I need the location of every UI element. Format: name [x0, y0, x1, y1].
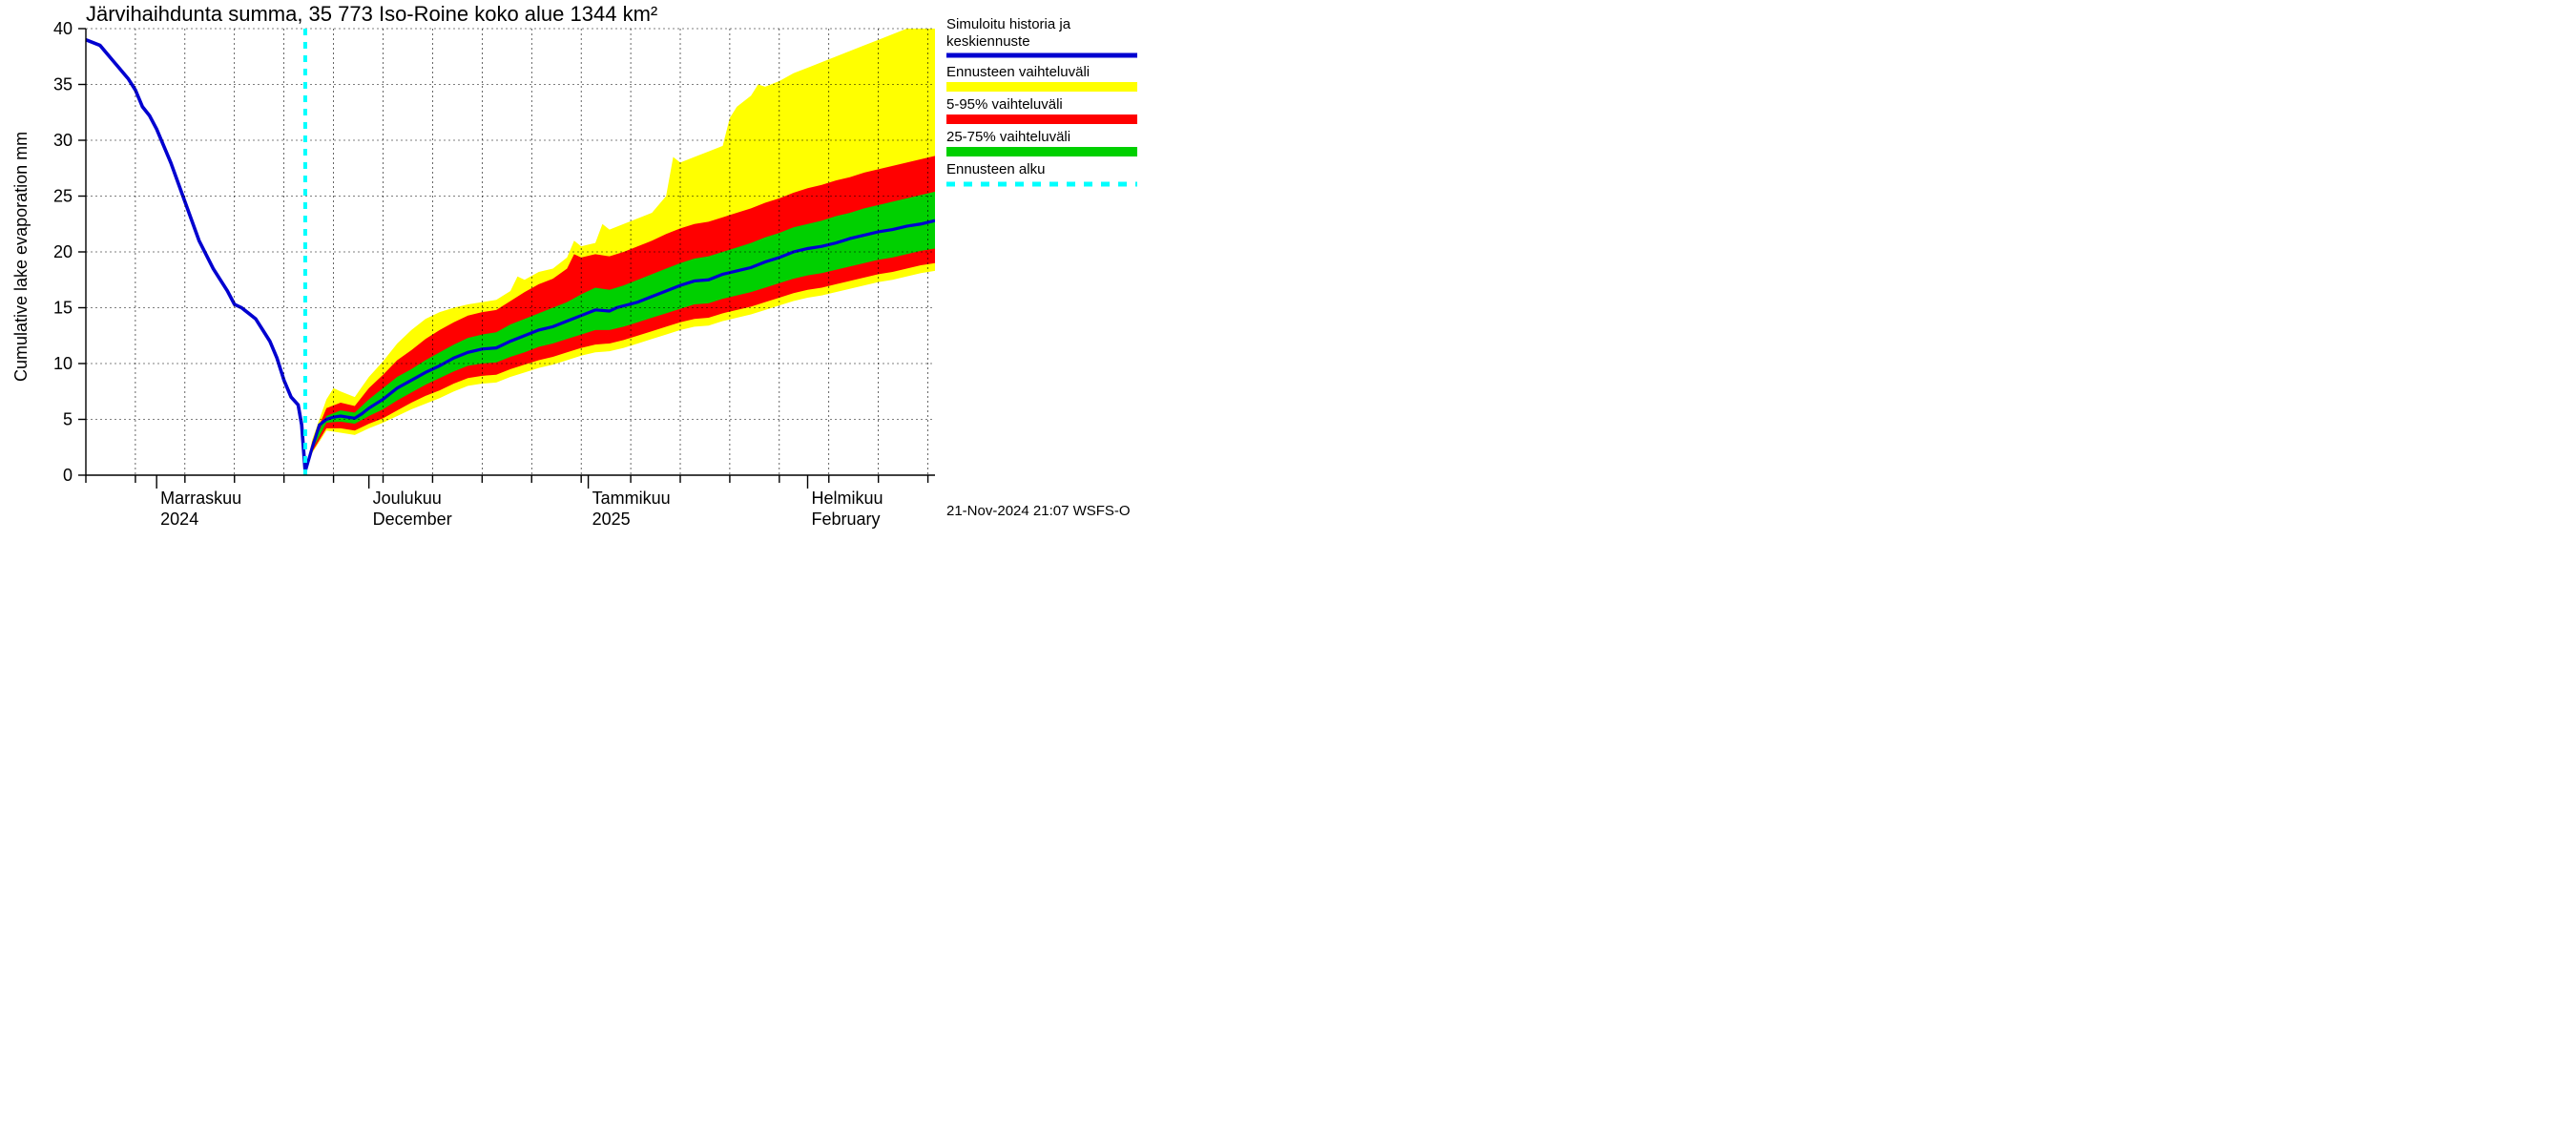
- y-tick-label: 35: [53, 75, 73, 94]
- y-tick-label: 25: [53, 187, 73, 206]
- legend-label: Simuloitu historia ja: [946, 16, 1071, 32]
- y-tick-label: 20: [53, 242, 73, 261]
- month-label-top: Joulukuu: [373, 489, 442, 508]
- month-label-bottom: February: [812, 510, 881, 529]
- legend-label: Ennusteen alku: [946, 161, 1045, 177]
- month-label-bottom: 2025: [592, 510, 631, 529]
- y-tick-label: 15: [53, 299, 73, 318]
- forecast-chart: 0510152025303540Marraskuu2024JoulukuuDec…: [0, 0, 1288, 572]
- y-tick-label: 30: [53, 131, 73, 150]
- y-axis-label: Cumulative lake evaporation mm: [11, 132, 31, 382]
- legend-swatch-yellow: [946, 82, 1137, 92]
- chart-title: Järvihaihdunta summa, 35 773 Iso-Roine k…: [86, 2, 657, 26]
- month-label-bottom: December: [373, 510, 452, 529]
- legend-label: 5-95% vaihteluväli: [946, 96, 1063, 113]
- legend-swatch-green: [946, 147, 1137, 156]
- timestamp-footer: 21-Nov-2024 21:07 WSFS-O: [946, 503, 1131, 519]
- y-tick-label: 10: [53, 354, 73, 373]
- legend-swatch-red: [946, 114, 1137, 124]
- y-tick-label: 0: [63, 466, 73, 485]
- month-label-top: Marraskuu: [160, 489, 241, 508]
- legend-label: keskiennuste: [946, 33, 1030, 50]
- legend-label: Ennusteen vaihteluväli: [946, 64, 1090, 80]
- legend-label: 25-75% vaihteluväli: [946, 129, 1070, 145]
- month-label-top: Helmikuu: [812, 489, 883, 508]
- month-label-top: Tammikuu: [592, 489, 671, 508]
- month-label-bottom: 2024: [160, 510, 198, 529]
- y-tick-label: 5: [63, 410, 73, 429]
- y-tick-label: 40: [53, 19, 73, 38]
